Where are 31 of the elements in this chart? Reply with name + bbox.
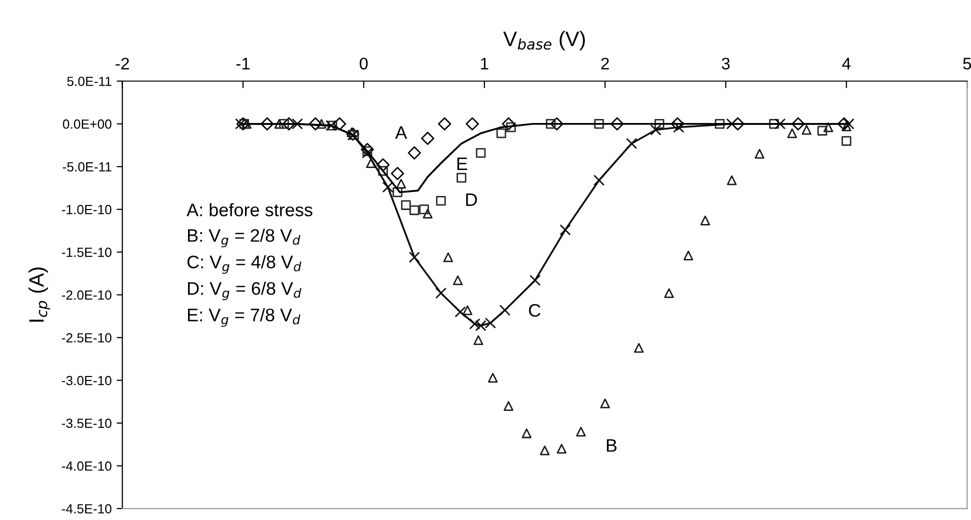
y-tick-label: -3.5E-10 [62, 418, 112, 428]
y-tick-label: -3.0E-10 [62, 376, 112, 386]
annotation: E [457, 158, 468, 170]
y-tick-label: -4.5E-10 [62, 504, 112, 514]
y-tick-label: 5.0E-11 [67, 76, 112, 86]
annotation: A [395, 126, 408, 139]
x-tick-label: 3 [722, 58, 730, 70]
x-tick-label: 0 [360, 58, 368, 70]
y-tick-label: -5.0E-11 [62, 162, 112, 172]
y-tick-label: 0.0E+00 [62, 119, 112, 129]
x-tick-label: 2 [601, 58, 609, 70]
annotation: C: V$_{g}$ = 4/8 V$_{d}$ [187, 255, 302, 274]
x-tick-label: 1 [481, 58, 488, 70]
annotation: B: V$_{g}$ = 2/8 V$_{d}$ [188, 228, 300, 248]
y-tick-label: -1.5E-10 [62, 248, 112, 258]
x-tick-label: 5 [963, 58, 971, 70]
x-tick-label: -2 [116, 58, 129, 70]
y-axis-title: I$_{cp}$ (A) [28, 267, 50, 322]
x-axis-title: V$_{base}$ (V) [503, 30, 585, 50]
annotation: A: before stress [186, 203, 312, 216]
annotation: B [606, 439, 617, 452]
y-tick-label: -4.0E-10 [62, 461, 112, 471]
y-tick-label: -2.0E-10 [62, 290, 112, 300]
annotation: D [466, 193, 477, 206]
x-tick-label: 4 [842, 58, 851, 70]
annotation: D: V$_{g}$ = 6/8 V$_{d}$ [188, 282, 302, 300]
x-tick-label: -1 [236, 58, 250, 70]
y-tick-label: -2.5E-10 [62, 333, 112, 342]
annotation: C [528, 304, 540, 317]
y-tick-label: -1.0E-10 [62, 204, 112, 214]
annotation: E: V$_{g}$ = 7/8 V$_{d}$ [188, 308, 300, 327]
